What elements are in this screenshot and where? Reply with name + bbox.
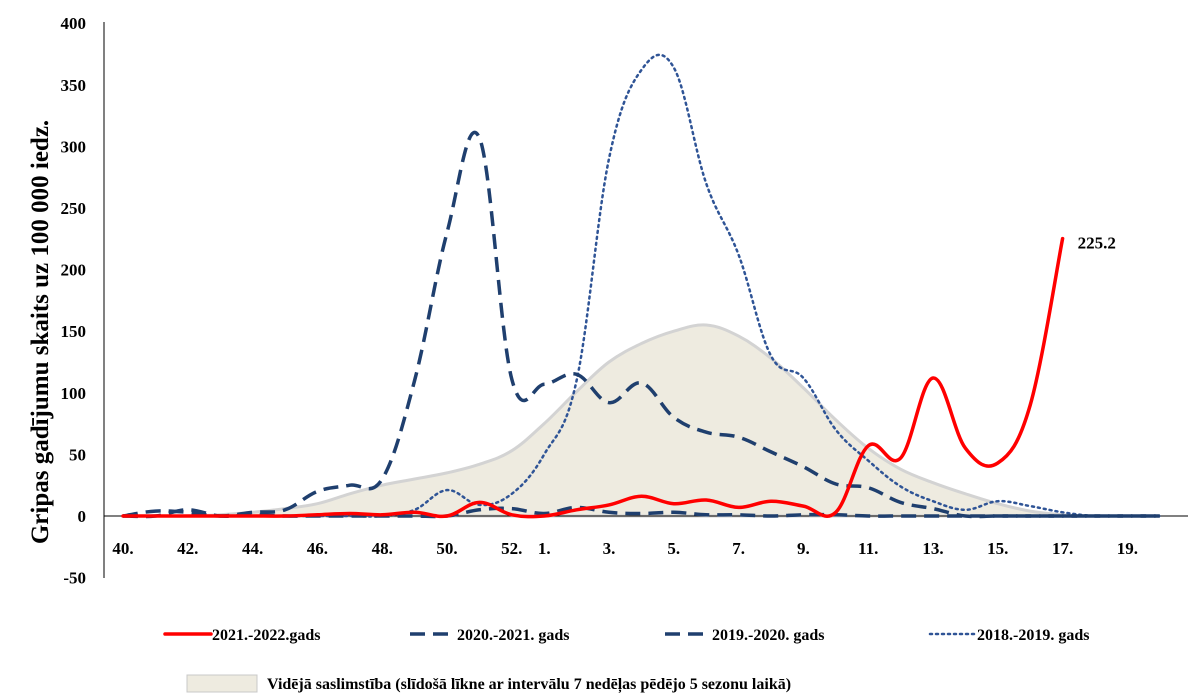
x-tick-label: 5. bbox=[667, 539, 680, 558]
y-tick-label: 100 bbox=[61, 384, 87, 403]
y-tick-label: 350 bbox=[61, 76, 87, 95]
x-tick-label: 52. bbox=[501, 539, 522, 558]
legend-swatch-area bbox=[186, 674, 258, 693]
x-tick-label: 1. bbox=[538, 539, 551, 558]
average-area-layer bbox=[122, 323, 1160, 518]
series-line-dotted-0 bbox=[121, 53, 1162, 518]
x-tick-label: 15. bbox=[987, 539, 1008, 558]
y-tick-labels: -50 0 50 100 150 200 250 300 350 400 bbox=[61, 14, 87, 587]
legend-label: Vidējā saslimstība (slīdošā līkne ar int… bbox=[267, 676, 791, 694]
y-axis-title: Gripas gadījumu skaits uz 100 000 iedz. bbox=[27, 120, 54, 544]
series-line-dashed-1 bbox=[122, 130, 1160, 519]
annotations: 225.2 bbox=[1078, 234, 1116, 253]
x-tick-label: 19. bbox=[1117, 539, 1138, 558]
y-tick-label: 150 bbox=[61, 322, 87, 341]
average-area bbox=[122, 323, 1160, 518]
series-line-solid-0 bbox=[121, 236, 1065, 519]
x-tick-label: 11. bbox=[858, 539, 878, 558]
y-tick-label: 300 bbox=[61, 137, 87, 156]
y-tick-label: 400 bbox=[61, 14, 87, 33]
x-tick-label: 50. bbox=[436, 539, 457, 558]
legend-label: 2019.-2020. gads bbox=[712, 627, 824, 644]
legend-label: 2018.-2019. gads bbox=[977, 627, 1089, 644]
x-tick-label: 17. bbox=[1052, 539, 1073, 558]
x-tick-label: 9. bbox=[797, 539, 810, 558]
y-tick-label: 0 bbox=[78, 507, 87, 526]
x-tick-labels: 40. 42. 44. 46. 48. 50. 52. 1. 3. 5. 7. 9. 11. 13. 15.… bbox=[112, 539, 1138, 558]
x-tick-label: 42. bbox=[177, 539, 198, 558]
x-tick-label: 40. bbox=[112, 539, 133, 558]
x-tick-label: 3. bbox=[603, 539, 616, 558]
series-lines bbox=[121, 53, 1162, 519]
legend-label: 2020.-2021. gads bbox=[457, 627, 569, 644]
legend-label: 2021.-2022.gads bbox=[212, 627, 320, 644]
y-tick-label: 250 bbox=[61, 199, 87, 218]
x-tick-label: 7. bbox=[732, 539, 745, 558]
y-tick-label: 50 bbox=[69, 445, 86, 464]
x-tick-label: 13. bbox=[922, 539, 943, 558]
y-tick-label: 200 bbox=[61, 261, 87, 280]
x-tick-label: 44. bbox=[242, 539, 263, 558]
x-tick-label: 48. bbox=[372, 539, 393, 558]
y-tick-label: -50 bbox=[63, 569, 86, 588]
legend: 2021.-2022.gads 2020.-2021. gads 2019.-202… bbox=[163, 627, 1089, 694]
x-tick-label: 46. bbox=[307, 539, 328, 558]
end-value-label: 225.2 bbox=[1078, 234, 1116, 253]
